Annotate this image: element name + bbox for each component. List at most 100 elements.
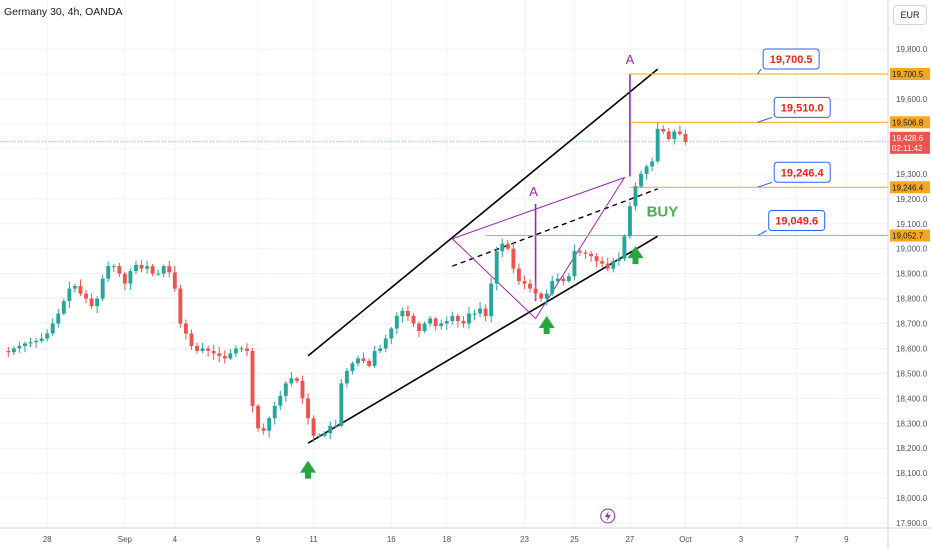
- callout-label: 19,700.5: [770, 54, 813, 66]
- candle-body: [34, 340, 39, 343]
- candle-body: [195, 345, 199, 351]
- callout-label: 19,049.6: [775, 216, 818, 228]
- candle-body: [622, 236, 627, 259]
- level-axis-tag: [890, 116, 930, 129]
- candle-body: [294, 378, 299, 381]
- x-tick-label: 11: [309, 535, 318, 544]
- candle-body: [150, 266, 155, 274]
- candle-body: [78, 286, 83, 294]
- candle-body: [206, 348, 211, 351]
- candle-body: [122, 273, 127, 284]
- candle-body: [378, 348, 383, 351]
- y-tick-label: 18,700.0: [896, 320, 928, 329]
- level-axis-label: 19,246.4: [892, 183, 924, 192]
- candle-body: [134, 264, 138, 272]
- candle-body: [467, 313, 471, 324]
- y-tick-label: 18,800.0: [896, 295, 928, 304]
- y-tick-label: 19,100.0: [896, 220, 928, 229]
- candle-body: [400, 311, 405, 317]
- candle-body: [672, 131, 677, 139]
- candle-body: [522, 281, 527, 284]
- wave-a-upper-label: A: [626, 52, 635, 67]
- candle-body: [300, 380, 305, 399]
- candle-body: [278, 395, 283, 406]
- x-tick-label: 9: [844, 535, 849, 544]
- y-tick-label: 18,000.0: [896, 494, 928, 503]
- candle-body: [494, 251, 499, 284]
- candle-body: [95, 298, 100, 307]
- x-tick-label: 25: [570, 535, 579, 544]
- candle-body: [639, 173, 643, 187]
- candle-body: [261, 428, 266, 431]
- candle-body: [483, 308, 488, 317]
- x-tick-label: 9: [256, 535, 261, 544]
- candle-body: [89, 298, 94, 307]
- candle-body: [339, 383, 344, 426]
- candle-body: [439, 323, 444, 327]
- candle-body: [433, 318, 438, 327]
- callout-box: [773, 161, 831, 183]
- wave-a-lower-label: A: [529, 184, 538, 199]
- candle-body: [644, 166, 649, 174]
- candle-body: [311, 418, 316, 436]
- currency-button[interactable]: EUR: [893, 5, 927, 25]
- candle-body: [84, 293, 88, 299]
- candle-body: [633, 186, 638, 207]
- candle-body: [200, 348, 205, 351]
- y-tick-label: 18,100.0: [896, 469, 928, 478]
- candle-body: [111, 266, 116, 268]
- candle-body: [256, 405, 261, 429]
- channel-upper-line: [307, 68, 659, 357]
- x-tick-label: 4: [173, 535, 178, 544]
- y-tick-label: 18,200.0: [896, 444, 928, 453]
- candle-body: [322, 433, 327, 436]
- y-tick-label: 19,000.0: [896, 245, 928, 254]
- candle-body: [267, 418, 272, 431]
- y-tick-label: 19,600.0: [896, 95, 928, 104]
- candle-body: [356, 358, 360, 364]
- candle-body: [217, 353, 222, 356]
- x-tick-label: 3: [739, 535, 744, 544]
- callout-pointer: [757, 68, 762, 75]
- candle-body: [683, 133, 688, 142]
- candle-body: [500, 243, 505, 252]
- up-arrow-marker: [538, 316, 555, 335]
- candle-body: [572, 251, 577, 277]
- candle-body: [245, 348, 249, 351]
- candle-body: [417, 323, 421, 331]
- y-tick-label: 17,900.0: [896, 519, 928, 528]
- candle-body: [161, 266, 166, 274]
- x-tick-label: 16: [387, 535, 396, 544]
- candle-body: [328, 425, 333, 434]
- x-tick-label: 28: [43, 535, 52, 544]
- candle-body: [189, 333, 194, 346]
- y-tick-label: 18,900.0: [896, 270, 928, 279]
- candle-body: [455, 316, 460, 322]
- drawings: [0, 68, 888, 444]
- candle-body: [411, 316, 416, 324]
- candle-body: [444, 321, 449, 324]
- candle-body: [383, 338, 388, 349]
- candle-body: [505, 243, 510, 249]
- purple-triangle: [451, 176, 626, 320]
- up-arrow-marker: [300, 460, 317, 479]
- candle-body: [50, 323, 55, 334]
- overlays: A A 19,700.5 19,510.0 19,246.4 19,049.6 BUY: [300, 48, 831, 524]
- candle-body: [677, 131, 682, 134]
- candle-body: [289, 378, 294, 384]
- candle-body: [178, 288, 183, 324]
- lightning-glyph: [604, 511, 611, 521]
- candle-body: [11, 348, 16, 353]
- candle-body: [583, 252, 588, 254]
- candle-body: [616, 258, 621, 262]
- y-tick-label: 19,200.0: [896, 195, 928, 204]
- candle-body: [544, 293, 549, 299]
- candle-body: [211, 350, 216, 354]
- candle-body: [611, 261, 616, 269]
- candle-body: [67, 288, 72, 302]
- x-tick-label: 23: [520, 535, 529, 544]
- candle-body: [578, 251, 582, 253]
- candle-body: [6, 350, 11, 353]
- candle-body: [489, 283, 494, 317]
